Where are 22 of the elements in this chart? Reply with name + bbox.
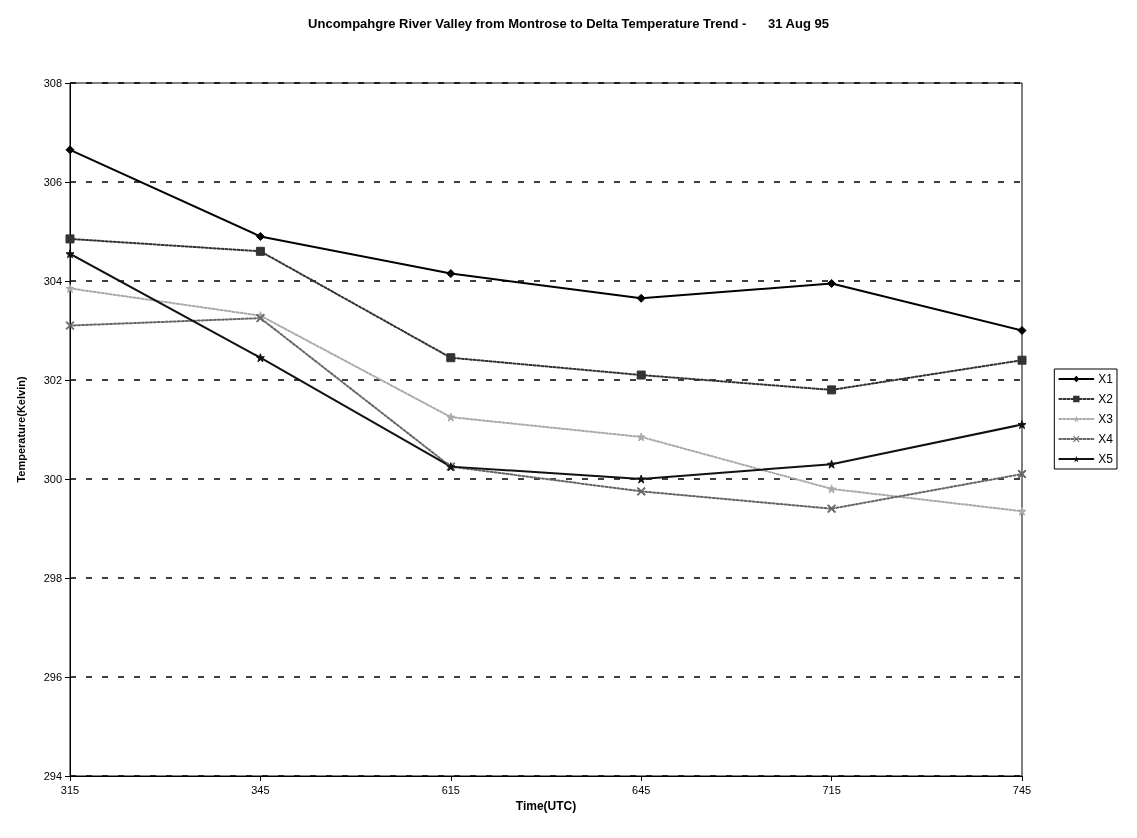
legend-label: X2 [1098, 392, 1114, 406]
legend-label: X5 [1098, 452, 1114, 466]
x-axis-title: Time(UTC) [515, 799, 577, 813]
legend-label: X3 [1098, 412, 1114, 426]
y-tick-label: 300 [43, 473, 62, 485]
x-tick-label: 345 [251, 783, 270, 796]
y-tick-label: 304 [43, 275, 62, 287]
y-tick-label: 298 [43, 572, 62, 584]
x-tick-label: 315 [60, 783, 80, 796]
x-tick-label: 745 [1012, 783, 1032, 796]
x-tick-label: 645 [632, 783, 651, 796]
y-tick-label: 294 [43, 770, 62, 782]
x-tick-label: 615 [441, 783, 460, 796]
chart-title: Uncompahgre River Valley from Montrose to Delta Temperature Trend - 31 Aug 95 [308, 16, 829, 31]
y-tick-label: 296 [43, 671, 62, 683]
y-axis-title: Temperature(Kelvin) [14, 376, 27, 483]
x-tick-label: 715 [822, 783, 841, 796]
y-tick-label: 308 [43, 77, 62, 89]
y-tick-label: 302 [43, 374, 62, 386]
y-tick-label: 306 [43, 176, 62, 188]
legend-label: X4 [1098, 432, 1114, 446]
legend-label: X1 [1098, 372, 1114, 386]
